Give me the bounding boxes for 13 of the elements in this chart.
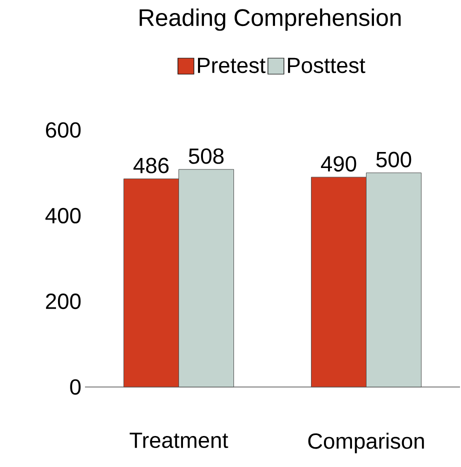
x-tick-label: Comparison: [308, 432, 424, 454]
y-tick-label: 400: [45, 208, 81, 224]
legend-label: Posttest: [288, 58, 366, 74]
data-label: 500: [376, 152, 412, 168]
data-label: 508: [188, 148, 224, 164]
y-tick-label: 600: [46, 122, 81, 138]
y-tick-label: 0: [70, 379, 81, 395]
data-label: 490: [320, 156, 356, 172]
x-tick-label: Treatment: [130, 432, 228, 448]
legend-label: Pretest: [198, 58, 266, 74]
y-tick-label: 200: [46, 294, 81, 310]
chart-title: Reading Comprehension: [140, 8, 401, 31]
data-label: 486: [133, 158, 169, 174]
